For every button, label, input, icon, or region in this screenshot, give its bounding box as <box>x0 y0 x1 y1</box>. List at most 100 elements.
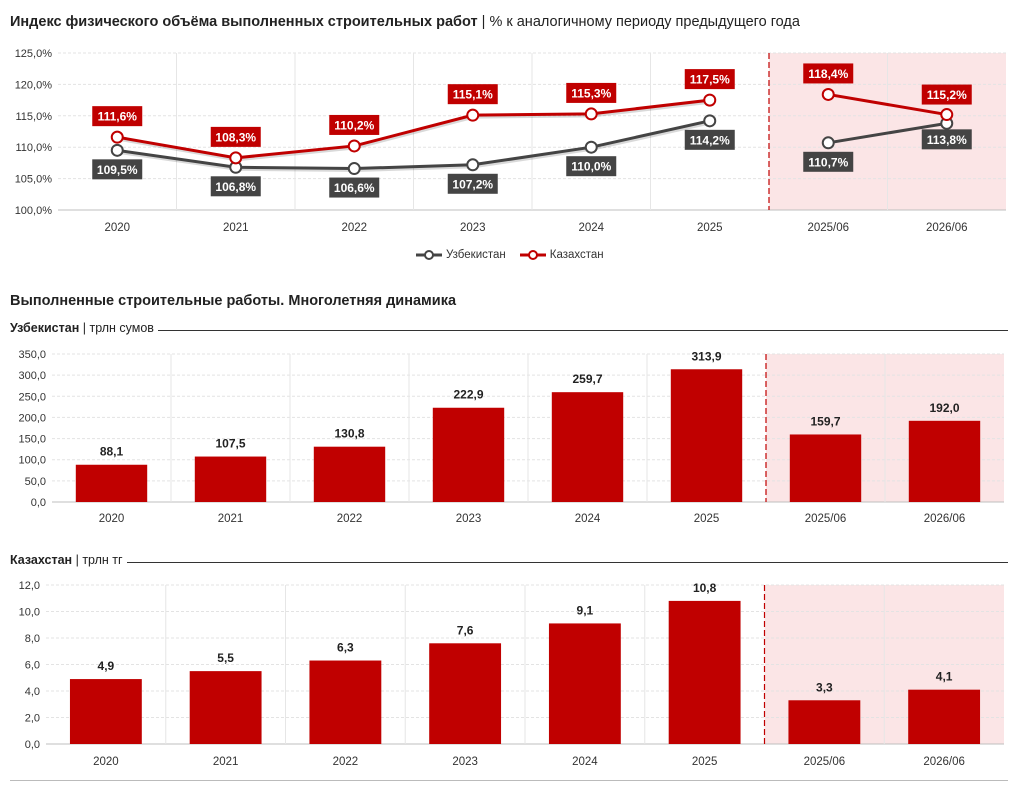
y-tick-label: 6,0 <box>25 660 40 672</box>
legend-label-uz: Узбекистан <box>446 249 506 261</box>
kz-chart-label: Казахстан | трлн тг <box>10 553 127 567</box>
kz-data-label: 111,6% <box>98 110 138 124</box>
kz-header-rule <box>10 562 1008 563</box>
kz-data-label-box <box>684 69 735 90</box>
uz-point <box>110 143 124 157</box>
x-tick-label: 2026/06 <box>923 756 965 768</box>
kz-bar <box>69 679 142 744</box>
index-chart-title: Индекс физического объёма выполненных ст… <box>10 14 800 30</box>
index-line-chart: 100,0% 105,0% 110,0% 115,0% 120,0% 125,0% 2020… <box>15 48 1006 234</box>
uz-bar-label: 88,1 <box>100 445 124 459</box>
y-tick-label: 150,0 <box>18 434 46 446</box>
y-tick-label: 120,0% <box>15 79 53 91</box>
uz-data-label: 114,2% <box>690 133 730 147</box>
kz-forecast-line <box>827 92 948 117</box>
uz-chart-label-sep: | <box>82 321 86 335</box>
uz-data-label-box <box>329 177 380 198</box>
uz-bar-label: 107,5 <box>215 437 245 451</box>
series-line-shadow <box>118 121 712 173</box>
y-tick-label: 10,0 <box>19 607 40 619</box>
x-tick-label: 2022 <box>341 222 367 234</box>
y-tick-label: 125,0% <box>15 48 53 60</box>
y-tick-label: 115,0% <box>16 111 53 123</box>
index-chart-title-sep: | <box>481 14 486 30</box>
x-tick-label: 2021 <box>218 513 244 525</box>
x-tick-label: 2020 <box>93 756 119 768</box>
kz-bar-label: 4,9 <box>98 659 115 673</box>
kz-point <box>110 130 124 144</box>
uz-bar-label: 159,7 <box>810 414 840 428</box>
uz-point <box>703 114 717 128</box>
kz-point <box>821 87 835 101</box>
uz-header-rule <box>10 330 1008 331</box>
x-tick-label: 2020 <box>104 222 130 234</box>
x-tick-label: 2021 <box>223 222 249 234</box>
uz-data-label-box <box>684 129 735 150</box>
kz-point <box>703 93 717 107</box>
x-tick-label: 2025/06 <box>805 513 847 525</box>
y-tick-label: 100,0% <box>15 205 53 217</box>
index-chart-title-unit: % к аналогичному периоду предыдущего год… <box>489 14 800 30</box>
uz-data-label-box <box>803 151 854 172</box>
x-tick-label: 2022 <box>337 513 363 525</box>
uz-series-line <box>117 119 711 171</box>
kz-data-label: 118,4% <box>808 67 848 81</box>
kz-point <box>584 107 598 121</box>
y-tick-label: 350,0 <box>18 349 46 361</box>
y-tick-label: 110,0% <box>16 142 53 154</box>
x-tick-label: 2024 <box>575 513 601 525</box>
uz-bar <box>194 456 267 502</box>
section2-title-text: Выполненные строительные работы. Многоле… <box>10 293 457 309</box>
kz-bar <box>309 660 382 744</box>
kz-chart-label-country: Казахстан <box>10 553 73 567</box>
y-tick-label: 100,0 <box>18 455 46 467</box>
uz-bar-chart: 0,0 50,0 100,0 150,0 200,0 250,0 300,0 350,0 202… <box>18 349 1004 525</box>
x-tick-label: 2023 <box>452 756 478 768</box>
kz-data-label-box <box>566 82 617 103</box>
kz-point <box>940 108 954 122</box>
uz-bar <box>789 434 862 502</box>
kz-data-label: 115,2% <box>927 88 967 102</box>
uz-bar <box>432 407 505 502</box>
x-tick-label: 2025 <box>697 222 723 234</box>
kz-data-label-box <box>210 126 261 147</box>
y-tick-label: 0,0 <box>25 739 40 751</box>
uz-data-label-box <box>447 173 498 194</box>
y-tick-label: 200,0 <box>18 412 46 424</box>
y-tick-label: 2,0 <box>25 713 40 725</box>
uz-bar <box>551 392 624 502</box>
uz-data-label: 106,6% <box>334 181 375 195</box>
x-tick-label: 2020 <box>99 513 125 525</box>
kz-point <box>347 139 361 153</box>
x-tick-label: 2026/06 <box>924 513 966 525</box>
uz-point <box>584 140 598 154</box>
kz-bar-chart: 0,0 2,0 4,0 6,0 8,0 10,0 12,0 2020 2021 2022 2023 2… <box>19 580 1004 768</box>
uz-forecast-line <box>828 121 947 145</box>
kz-data-label: 115,3% <box>571 86 611 100</box>
uz-data-label-box <box>566 156 617 177</box>
uz-chart-label-unit: трлн сумов <box>89 321 154 335</box>
uz-bar <box>313 446 386 502</box>
legend-uz-marker-icon <box>416 250 442 260</box>
uz-point <box>821 136 835 150</box>
uz-point <box>466 158 480 172</box>
x-tick-label: 2024 <box>578 222 604 234</box>
kz-bar <box>908 689 981 744</box>
y-tick-label: 8,0 <box>25 633 40 645</box>
legend-item-uz: Узбекистан <box>416 249 506 261</box>
uz-bar-label: 130,8 <box>334 427 364 441</box>
kz-bar <box>429 643 502 744</box>
uz-bar-label: 259,7 <box>572 372 602 386</box>
uz-data-label: 109,5% <box>97 163 138 177</box>
kz-point <box>466 108 480 122</box>
x-tick-label: 2025/06 <box>804 756 846 768</box>
section2-title: Выполненные строительные работы. Многоле… <box>10 293 456 309</box>
series-line-shadow <box>117 100 711 162</box>
kz-data-label: 117,5% <box>690 73 730 87</box>
kz-chart-label-unit: трлн тг <box>82 553 123 567</box>
kz-data-label-box <box>329 114 380 135</box>
kz-bar <box>548 623 621 744</box>
uz-bar-label: 192,0 <box>929 401 959 415</box>
y-tick-label: 300,0 <box>18 370 46 382</box>
uz-point <box>347 162 361 176</box>
